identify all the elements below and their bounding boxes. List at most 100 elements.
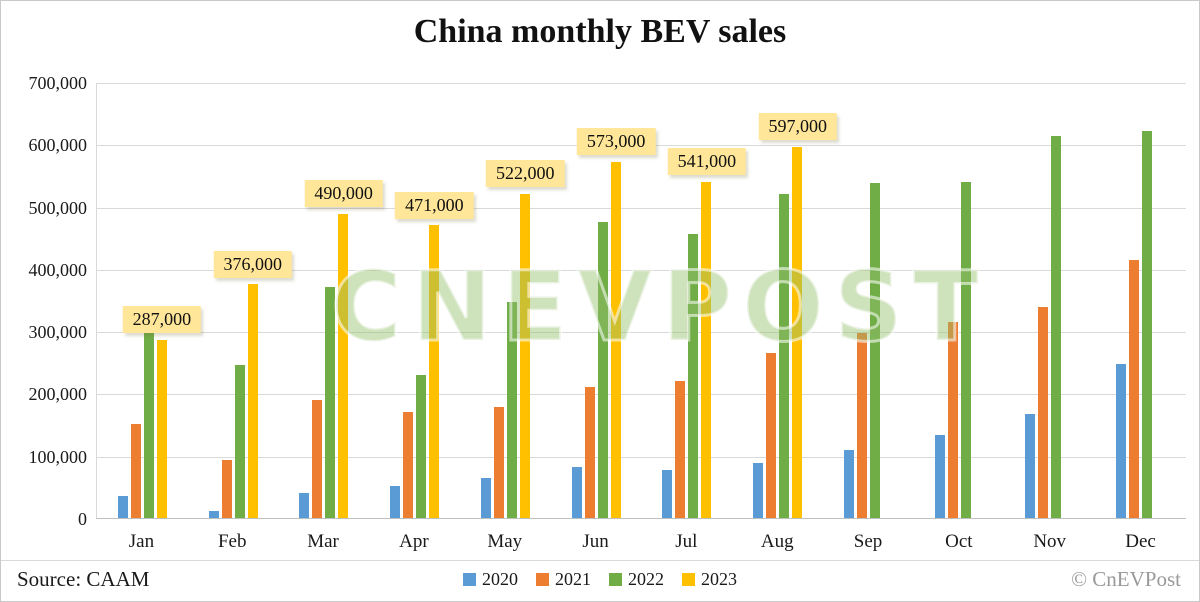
bar-2023-apr — [429, 225, 440, 518]
bar-2022-jun — [597, 222, 608, 518]
bar-2023-mar — [338, 213, 349, 518]
x-tick-label-apr: Apr — [399, 531, 429, 552]
bar-2020-nov — [1025, 414, 1036, 518]
bar-2023-aug — [792, 147, 803, 518]
bar-2021-dec — [1129, 260, 1140, 518]
bar-2021-jan — [130, 424, 141, 518]
bar-group-jun — [551, 83, 642, 518]
bar-2022-dec — [1142, 130, 1153, 518]
credit-label: © CnEVPost — [1071, 567, 1181, 591]
x-tick-label-jul: Jul — [675, 531, 698, 552]
bar-2022-may — [506, 301, 517, 518]
y-tick-label: 200,000 — [28, 384, 88, 405]
legend-swatch-2022 — [609, 573, 622, 586]
x-tick-label-mar: Mar — [307, 531, 339, 552]
legend-label-2021: 2021 — [555, 569, 591, 589]
bar-2022-mar — [325, 286, 336, 518]
legend-item-2021: 2021 — [536, 569, 591, 590]
bar-group-apr — [369, 83, 460, 518]
bar-2021-aug — [766, 353, 777, 518]
legend-label-2022: 2022 — [628, 569, 664, 589]
x-tick-label-sep: Sep — [853, 531, 883, 552]
data-label-2023-may: 522,000 — [486, 159, 565, 187]
bar-2023-jul — [701, 181, 712, 518]
bar-2020-aug — [753, 463, 764, 518]
data-label-2023-jan: 287,000 — [122, 306, 202, 334]
bar-2022-sep — [869, 183, 880, 518]
y-tick-label: 400,000 — [28, 259, 88, 280]
bar-2022-oct — [960, 182, 971, 518]
gridline — [97, 456, 1186, 458]
y-tick-label: 300,000 — [28, 322, 88, 343]
gridline — [97, 269, 1186, 271]
legend-swatch-2021 — [536, 573, 549, 586]
legend-label-2020: 2020 — [482, 569, 518, 589]
footer-divider — [1, 560, 1199, 561]
bar-2023-feb — [247, 284, 258, 518]
bar-2020-feb — [208, 511, 219, 518]
x-tick-label-oct: Oct — [945, 531, 973, 552]
legend-item-2022: 2022 — [609, 569, 664, 590]
bar-2020-dec — [1116, 363, 1127, 518]
bar-2021-apr — [403, 411, 414, 518]
x-tick-label-nov: Nov — [1033, 531, 1067, 552]
data-label-2023-feb: 376,000 — [213, 250, 292, 278]
bar-2020-apr — [390, 485, 401, 518]
bar-2021-nov — [1038, 306, 1049, 518]
bar-2023-jun — [610, 161, 621, 518]
x-axis: Jan Feb Mar Apr May Jun Jul Aug Sep Oct Nov Dec — [96, 531, 1186, 553]
bar-2021-jun — [584, 386, 595, 518]
bar-group-sep — [823, 83, 914, 518]
bar-2022-jul — [688, 234, 699, 518]
bar-2020-may — [480, 478, 491, 518]
bar-2022-jan — [143, 330, 154, 518]
legend-label-2023: 2023 — [701, 569, 737, 589]
y-tick-label: 500,000 — [28, 197, 88, 218]
bar-2021-oct — [947, 321, 958, 518]
bar-groups — [97, 83, 1186, 518]
bar-2021-sep — [856, 333, 867, 518]
bar-group-oct — [914, 83, 1005, 518]
bar-2022-apr — [416, 375, 427, 518]
bar-group-jul — [642, 83, 733, 518]
legend: 2020 2021 2022 2023 — [1, 569, 1199, 590]
plot-area: 287,000 376,000 490,000 471,000 522,000 573,0… — [96, 83, 1186, 519]
bar-2020-sep — [843, 449, 854, 518]
data-label-2023-mar: 490,000 — [304, 179, 383, 207]
bar-2021-may — [493, 406, 504, 518]
gridline — [97, 83, 1186, 84]
bar-group-feb — [188, 83, 279, 518]
bar-2021-mar — [312, 399, 323, 518]
legend-swatch-2020 — [463, 573, 476, 586]
x-tick-label-may: May — [487, 531, 523, 552]
gridline — [97, 207, 1186, 209]
data-label-2023-aug: 597,000 — [758, 113, 837, 141]
bar-2020-jun — [571, 467, 582, 518]
bar-group-mar — [279, 83, 370, 518]
bar-2020-mar — [299, 493, 310, 518]
legend-item-2020: 2020 — [463, 569, 518, 590]
x-tick-label-dec: Dec — [1125, 531, 1156, 552]
bar-group-may — [460, 83, 551, 518]
bar-group-jan — [97, 83, 188, 518]
y-tick-label: 0 — [78, 509, 87, 529]
gridline — [97, 332, 1186, 334]
y-tick-label: 600,000 — [28, 135, 88, 156]
bar-group-nov — [1005, 83, 1096, 518]
bar-group-dec — [1095, 83, 1186, 518]
bar-2023-jan — [156, 339, 167, 518]
bar-2020-jan — [117, 496, 128, 518]
bar-group-aug — [732, 83, 823, 518]
source-label: Source: CAAM — [17, 567, 150, 591]
bar-2023-may — [519, 193, 530, 518]
x-tick-label-aug: Aug — [760, 531, 794, 552]
data-label-2023-apr: 471,000 — [395, 191, 474, 219]
gridline — [97, 394, 1186, 396]
bar-2021-feb — [221, 460, 232, 518]
legend-item-2023: 2023 — [682, 569, 737, 590]
x-tick-label-jan: Jan — [128, 531, 155, 552]
x-tick-label-feb: Feb — [217, 531, 247, 552]
x-tick-label-jun: Jun — [582, 531, 609, 552]
y-tick-label: 100,000 — [28, 446, 88, 467]
